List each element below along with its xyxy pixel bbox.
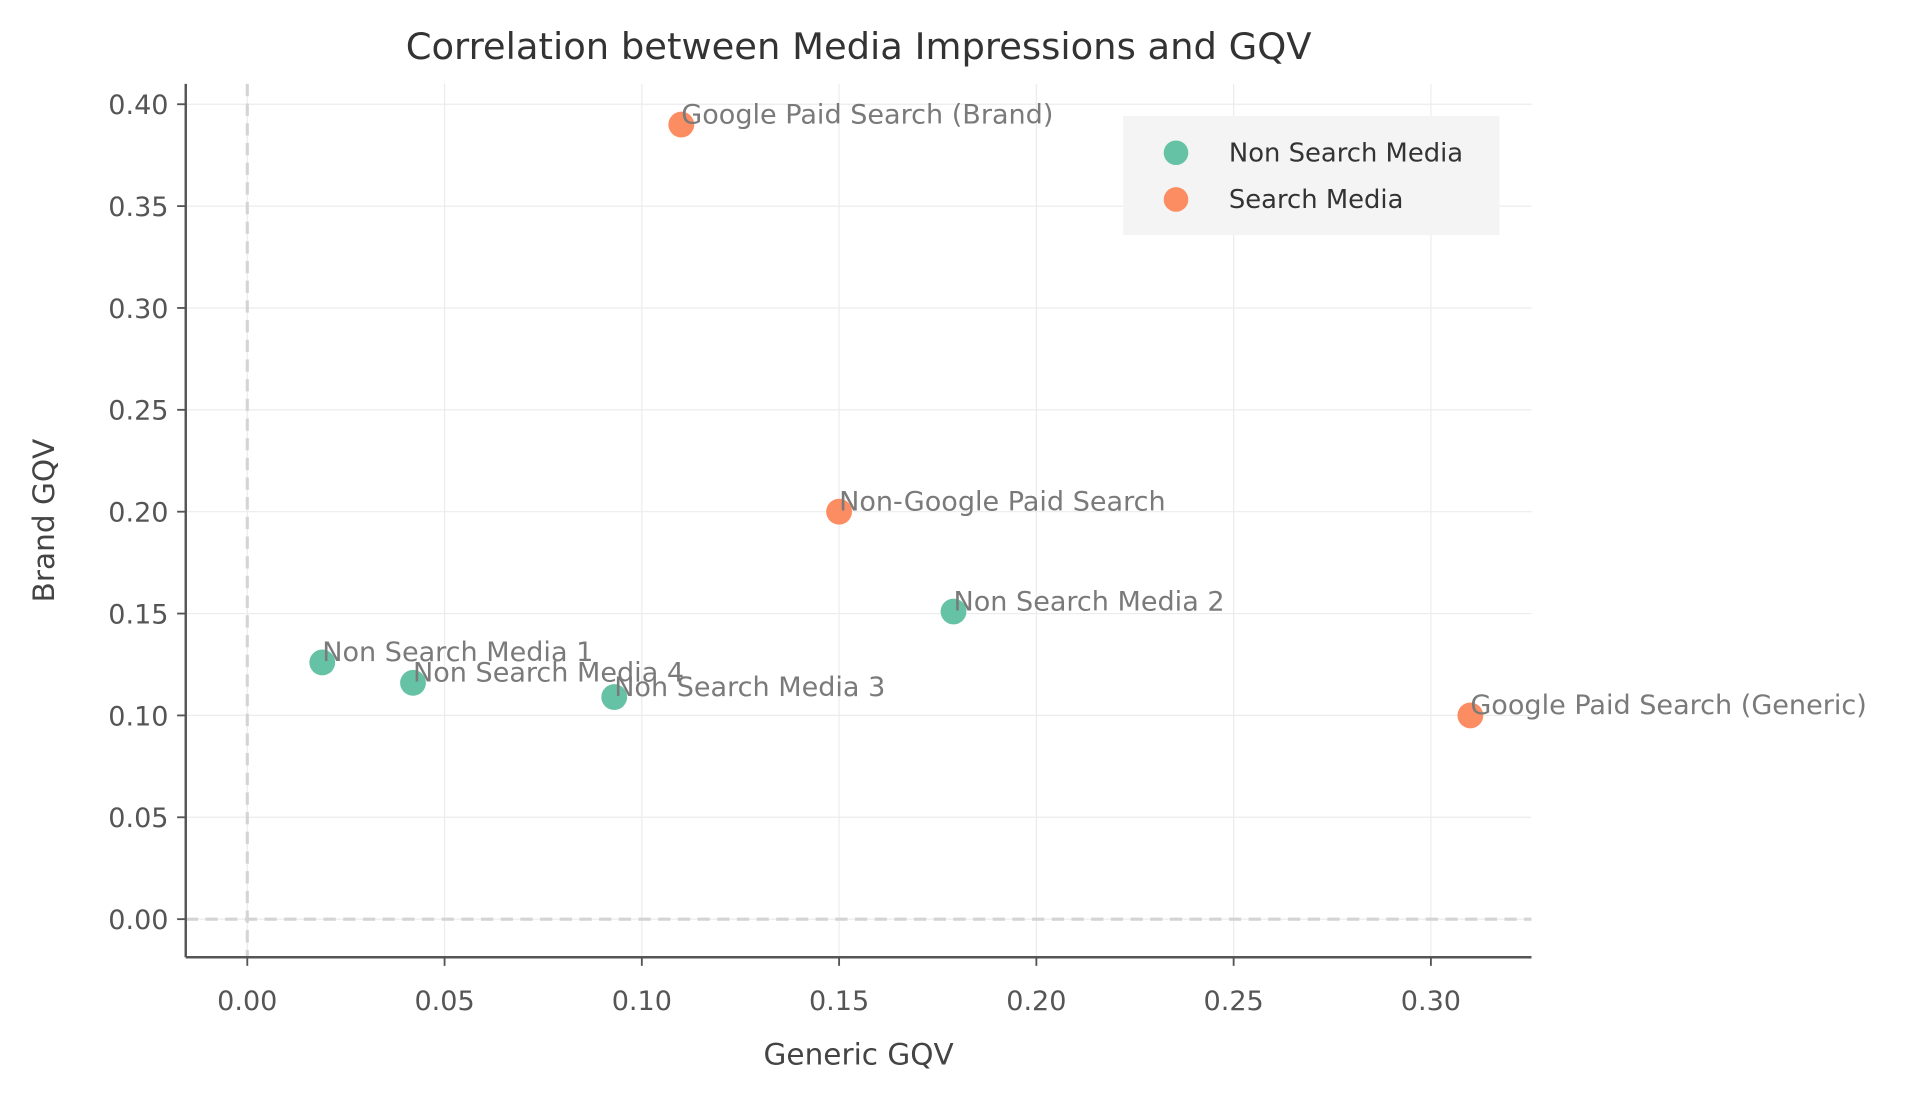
y-tick-label: 0.05 xyxy=(108,803,168,834)
point-label: Non-Google Paid Search xyxy=(839,486,1166,517)
y-tick-label: 0.15 xyxy=(108,599,168,630)
y-tick-label: 0.20 xyxy=(108,498,168,529)
point-label: Google Paid Search (Generic) xyxy=(1470,690,1866,721)
y-tick-label: 0.00 xyxy=(108,905,168,936)
data-point xyxy=(668,111,695,138)
y-axis-label: Brand GQV xyxy=(27,439,61,603)
legend-label-non-search: Non Search Media xyxy=(1229,138,1463,168)
ticks: 0.00 0.05 0.10 0.15 0.20 0.25 0.30 0.00 0.05 0.10… xyxy=(108,90,1461,1017)
x-tick-label: 0.00 xyxy=(217,986,277,1017)
x-tick-label: 0.30 xyxy=(1401,986,1461,1017)
point-label: Google Paid Search (Brand) xyxy=(681,99,1053,130)
y-tick-label: 0.30 xyxy=(108,294,168,325)
legend-marker-search xyxy=(1163,187,1189,212)
data-point xyxy=(309,649,336,676)
x-tick-label: 0.20 xyxy=(1006,986,1066,1017)
y-tick-label: 0.10 xyxy=(108,701,168,732)
legend-box xyxy=(1123,115,1500,236)
point-label: Non Search Media 4 xyxy=(413,658,684,689)
x-tick-label: 0.05 xyxy=(414,986,474,1017)
point-label: Non Search Media 3 xyxy=(614,672,885,703)
reference-lines xyxy=(185,83,1532,958)
x-tick-label: 0.15 xyxy=(809,986,869,1017)
x-tick-label: 0.25 xyxy=(1204,986,1264,1017)
x-tick-label: 0.10 xyxy=(612,986,672,1017)
point-label: Non Search Media 2 xyxy=(954,586,1225,617)
x-axis-label: Generic GQV xyxy=(764,1037,954,1071)
y-tick-label: 0.25 xyxy=(108,396,168,427)
data-point xyxy=(826,498,853,525)
point-label: Non Search Media 1 xyxy=(322,637,593,668)
data-point xyxy=(1457,702,1484,729)
legend-marker-non-search xyxy=(1163,140,1189,166)
y-tick-label: 0.35 xyxy=(108,192,168,223)
axes xyxy=(184,83,1532,959)
y-tick-label: 0.40 xyxy=(108,90,168,121)
data-point xyxy=(400,669,426,696)
data-point xyxy=(940,598,967,625)
legend-label-search: Search Media xyxy=(1229,185,1404,215)
data-point xyxy=(601,684,628,711)
legend: Non Search Media Search Media xyxy=(1123,115,1500,236)
chart-title: Correlation between Media Impressions an… xyxy=(406,25,1312,68)
